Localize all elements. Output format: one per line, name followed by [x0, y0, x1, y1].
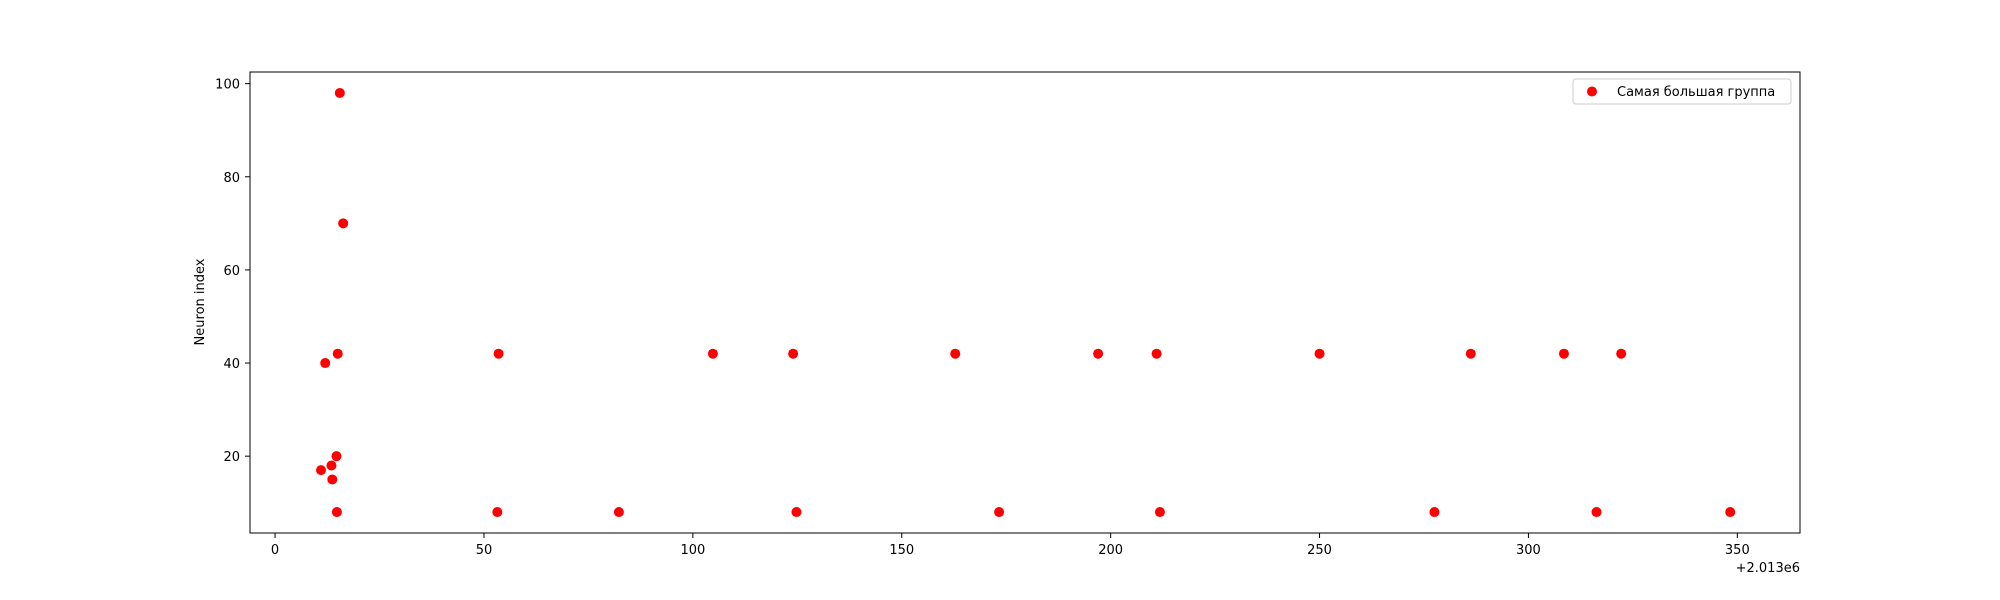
data-point — [950, 348, 961, 359]
data-point — [316, 465, 327, 476]
data-point — [1591, 507, 1602, 518]
legend: Самая большая группа — [1572, 78, 1792, 105]
y-tick-label: 20 — [223, 450, 240, 465]
y-tick-label: 40 — [223, 357, 240, 372]
data-point — [1154, 507, 1165, 518]
x-tick-label: 250 — [1307, 543, 1332, 558]
data-point — [332, 348, 343, 359]
data-point — [320, 358, 331, 369]
x-tick-label: 100 — [680, 543, 705, 558]
data-point — [492, 507, 503, 518]
data-point — [327, 474, 338, 485]
x-axis-offset-label: +2.013e6 — [1736, 561, 1800, 576]
data-point — [788, 348, 799, 359]
data-point — [1429, 507, 1440, 518]
x-tick-label: 200 — [1098, 543, 1123, 558]
x-tick-label: 0 — [271, 543, 279, 558]
data-point — [338, 218, 349, 229]
legend-box — [1572, 78, 1792, 105]
data-point — [994, 507, 1005, 518]
data-point — [1465, 348, 1476, 359]
data-point — [326, 460, 337, 471]
data-point — [1314, 348, 1325, 359]
data-point — [613, 507, 624, 518]
data-point — [707, 348, 718, 359]
y-tick-label: 100 — [215, 78, 240, 93]
data-point — [1725, 507, 1736, 518]
y-tick-label: 80 — [223, 171, 240, 186]
data-point — [1558, 348, 1569, 359]
data-point — [1616, 348, 1627, 359]
x-tick-label: 150 — [889, 543, 914, 558]
plot-area-frame — [249, 71, 1801, 534]
data-point — [791, 507, 802, 518]
legend-marker — [1587, 86, 1597, 97]
data-points — [316, 87, 1736, 518]
data-point — [331, 507, 342, 518]
y-axis-label: Neuron index — [193, 258, 208, 345]
x-tick-label: 300 — [1516, 543, 1541, 558]
x-tick-label: 50 — [476, 543, 493, 558]
y-tick-label: 60 — [223, 264, 240, 279]
x-axis: 0 50 100 150 200 250 300 350 — [271, 533, 1750, 558]
y-axis: 20 40 60 80 100 — [215, 78, 250, 465]
data-point — [334, 87, 345, 98]
data-point — [1093, 348, 1104, 359]
legend-label: Самая большая группа — [1617, 85, 1775, 100]
data-point — [493, 348, 504, 359]
data-point — [1151, 348, 1162, 359]
x-tick-label: 350 — [1725, 543, 1750, 558]
data-point — [331, 451, 342, 462]
